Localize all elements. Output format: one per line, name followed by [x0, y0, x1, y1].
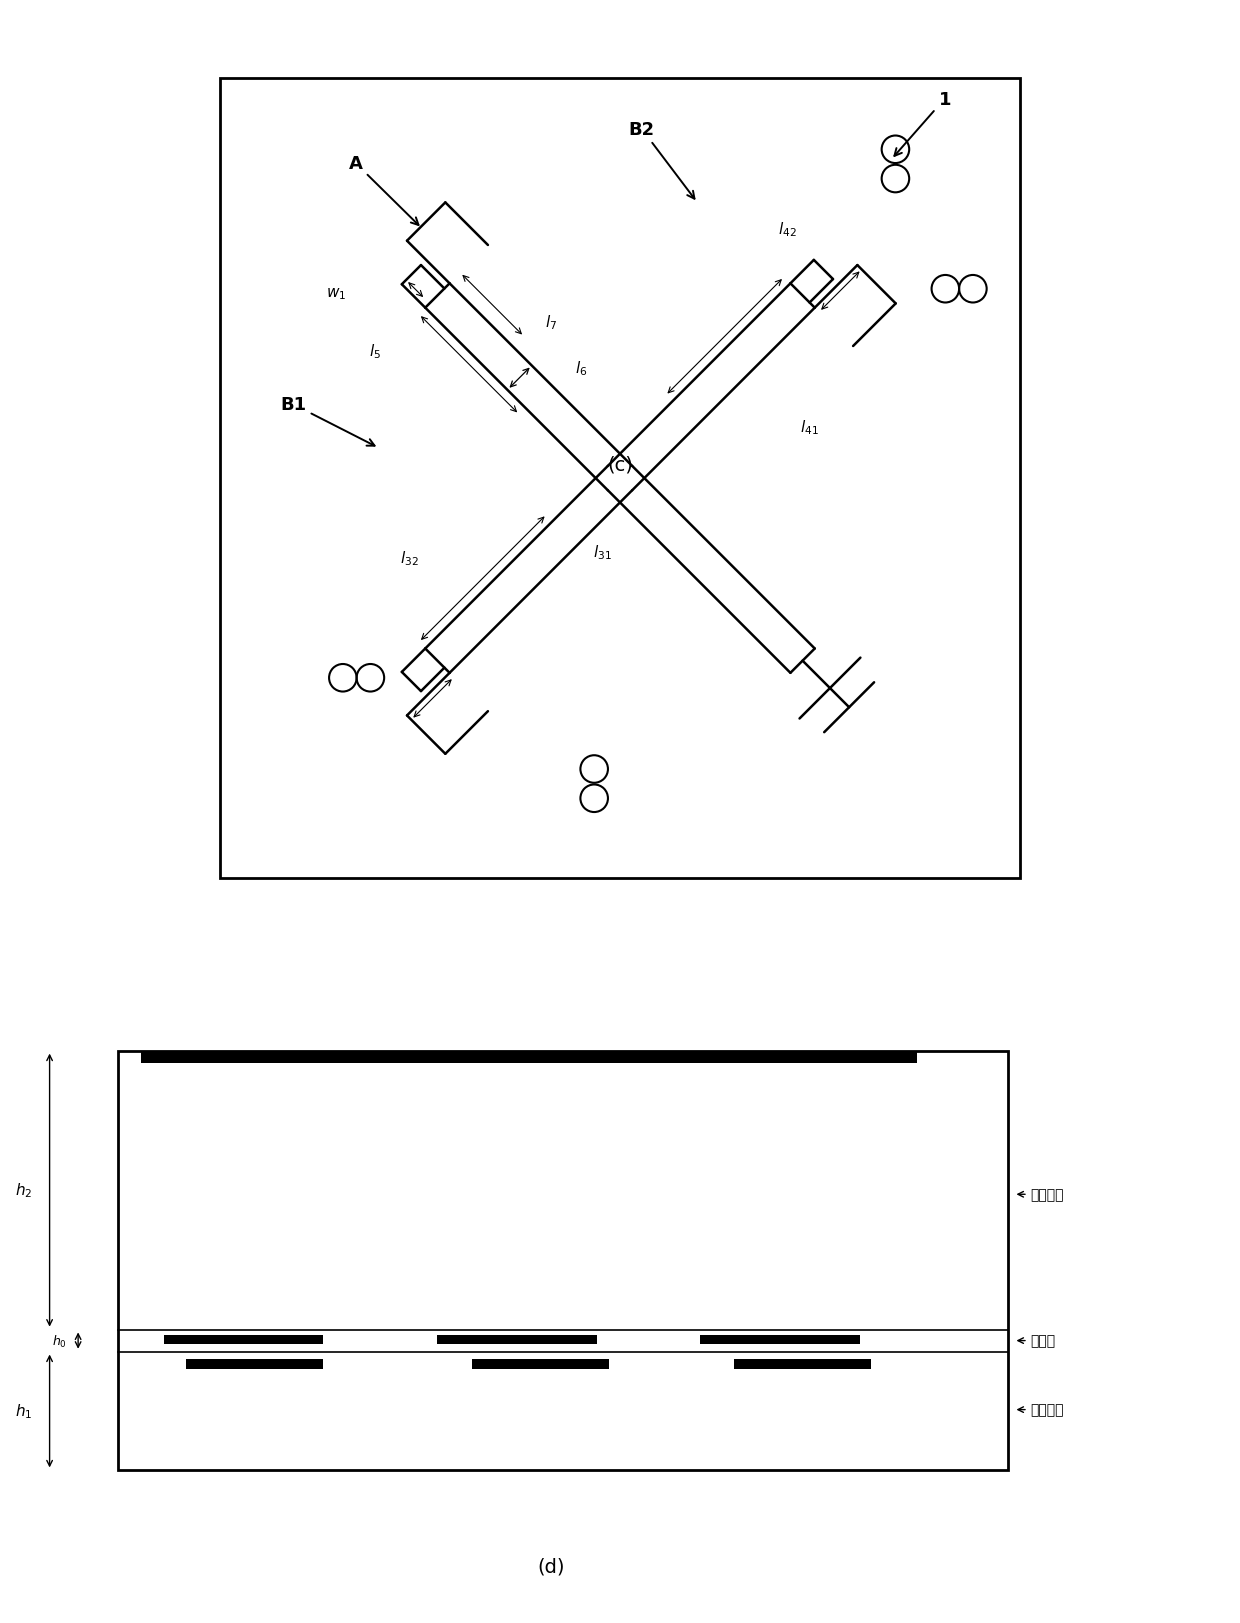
Text: $l_{32}$: $l_{32}$	[399, 549, 418, 568]
Text: 粘接层: 粘接层	[1018, 1334, 1055, 1347]
Text: $h_2$: $h_2$	[15, 1182, 32, 1199]
Text: 上介质板: 上介质板	[1018, 1188, 1064, 1201]
Text: A: A	[348, 156, 419, 226]
Text: (c): (c)	[608, 456, 632, 474]
Text: $l_{42}$: $l_{42}$	[779, 221, 797, 239]
Text: B2: B2	[629, 120, 694, 200]
Text: $l_5$: $l_5$	[368, 342, 381, 360]
Bar	[699, 1334, 859, 1344]
Bar	[118, 1052, 1008, 1470]
Bar	[734, 1360, 870, 1370]
Text: 下介质板: 下介质板	[1018, 1402, 1064, 1417]
Text: $l_6$: $l_6$	[575, 359, 588, 378]
Text: $w_1$: $w_1$	[326, 286, 346, 302]
Text: $l_{41}$: $l_{41}$	[800, 417, 818, 437]
Bar	[471, 1360, 609, 1370]
Text: (d): (d)	[538, 1556, 565, 1576]
Text: $h_0$: $h_0$	[52, 1332, 67, 1349]
Text: $l_7$: $l_7$	[546, 313, 557, 331]
Text: B1: B1	[280, 396, 374, 446]
Text: $h_1$: $h_1$	[15, 1402, 32, 1420]
Bar	[438, 1334, 598, 1344]
Text: 1: 1	[894, 91, 951, 157]
Bar	[186, 1360, 324, 1370]
Bar	[141, 1052, 916, 1063]
Bar	[164, 1334, 324, 1344]
Text: $l_{31}$: $l_{31}$	[594, 542, 613, 562]
